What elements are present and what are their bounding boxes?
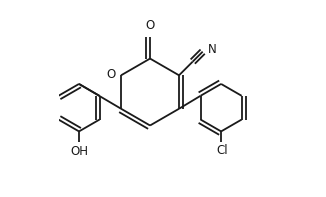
Text: O: O <box>145 19 155 32</box>
Text: OH: OH <box>70 145 88 158</box>
Text: N: N <box>208 43 217 56</box>
Text: O: O <box>106 68 116 81</box>
Text: Cl: Cl <box>216 144 228 157</box>
